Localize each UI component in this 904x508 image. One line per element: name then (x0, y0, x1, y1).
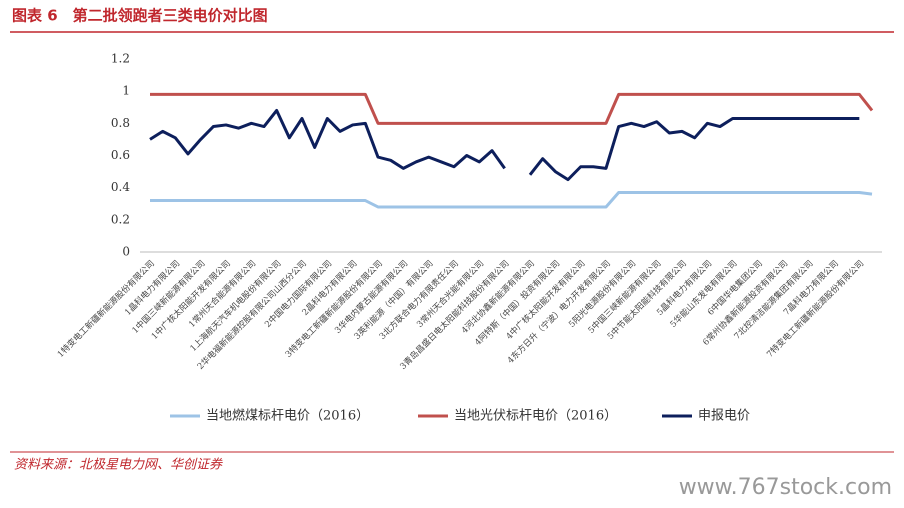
chart-title: 图表 6 第二批领跑者三类电价对比图 (12, 7, 268, 25)
y-tick-label: 0.8 (111, 116, 130, 130)
x-tick-label: 1上海航天汽车机电股份有限公司 (188, 258, 284, 354)
legend-label: 当地燃煤标杆电价（2016） (206, 408, 369, 424)
series-line (150, 190, 873, 209)
series-line (149, 108, 506, 170)
y-tick-label: 0.6 (111, 148, 130, 162)
source: 资料来源：北极星电力网、华创证券 (14, 458, 223, 473)
y-tick-label: 0.4 (111, 180, 130, 194)
y-tick-label: 1.2 (111, 52, 130, 66)
series-line (150, 92, 874, 125)
y-tick-label: 0 (122, 245, 130, 259)
y-tick-label: 1 (122, 84, 130, 98)
x-tick-label: 1特变电工新疆新能源股份有限公司 (55, 258, 157, 360)
y-tick-label: 0.2 (111, 212, 130, 226)
series-line (528, 117, 860, 182)
legend-label: 当地光伏标杆电价（2016） (454, 409, 617, 424)
legend-label: 申报电价 (698, 409, 750, 424)
watermark: www.767stock.com (679, 475, 892, 500)
